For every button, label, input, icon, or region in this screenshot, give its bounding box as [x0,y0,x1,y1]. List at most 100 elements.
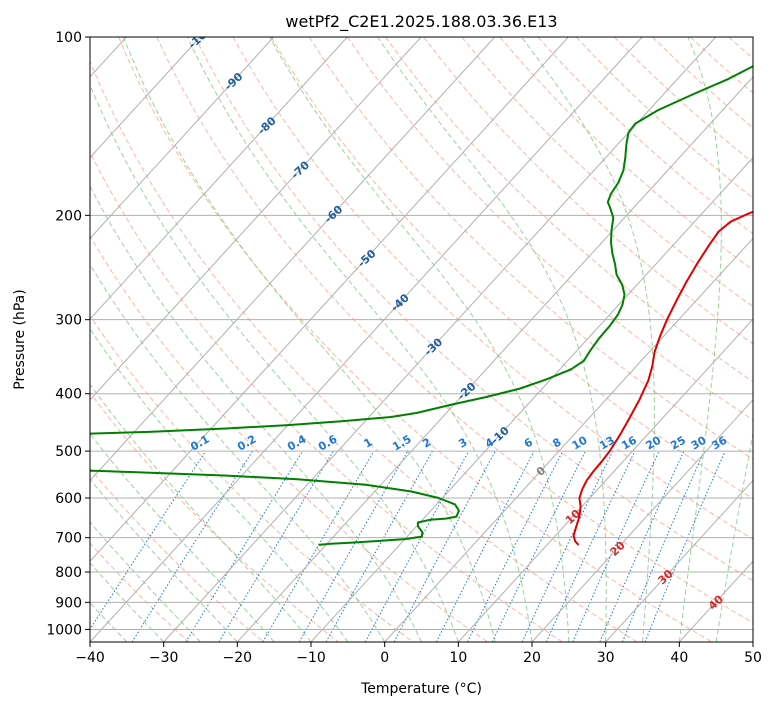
dry-adiabat [90,542,190,642]
mixing-ratio-label: 0.4 [285,432,309,453]
dry-adiabat [728,37,753,60]
mixing-ratio-label: 1 [362,436,375,451]
mixing-ratio-line [298,450,409,642]
mixing-ratio-label: 25 [668,434,688,453]
y-tick-label: 1000 [46,622,82,638]
dry-adiabat [156,37,753,624]
dry-adiabat [652,37,753,129]
series [90,65,753,546]
moist-adiabat [521,37,655,642]
isotherm-line [310,156,753,642]
isotherm-line [90,37,496,482]
mixing-ratio-line [572,450,660,642]
dry-adiabat [90,467,264,642]
mixing-ratio-line [218,450,334,642]
moist-adiabat [90,521,201,642]
isotherm-line [90,37,569,563]
mixing-ratio-label: 0.6 [316,432,340,453]
dry-adiabat [90,151,563,642]
y-tick-label: 800 [55,565,82,581]
mixing-ratio-line [131,450,254,642]
dry-adiabat [690,37,753,94]
background-lines [90,37,775,642]
mixing-ratio-line [325,450,433,642]
x-tick-label: 0 [380,650,389,666]
mixing-ratio-label: 2 [420,436,433,451]
dry-adiabat [537,37,753,235]
isotherm-line [531,399,753,642]
mixing-ratio-line [621,450,705,642]
x-tick-label: 20 [523,650,541,666]
moist-adiabat [186,37,533,642]
mixing-ratio-label: 0.2 [235,433,258,454]
mixing-ratio-line [393,450,496,642]
y-axis: 100 200 300 400 500 600 700 800 900 1000 [46,30,90,638]
mixing-ratio-line [545,450,636,642]
mixing-ratio-label: 30 [689,433,709,452]
dry-adiabat [767,37,775,642]
isotherm-line [90,37,275,240]
moist-adiabat [90,562,165,642]
x-tick-label: 10 [449,650,467,666]
dewpoint-profile [90,65,753,546]
x-tick-label: −40 [75,650,105,666]
mixing-ratio-line [262,450,375,642]
moist-adiabat [90,433,275,642]
chart-title: wetPf2_C2E1.2025.188.03.36.E13 [285,12,557,32]
moist-adiabat [715,430,753,642]
dry-adiabat [90,391,339,642]
dry-adiabat [461,37,753,308]
x-axis: −40 −30 −20 −10 0 10 20 30 40 50 [75,642,762,666]
moist-adiabat [90,83,459,642]
isotherm-line [384,237,753,642]
isotherm-line [90,37,422,401]
moist-adiabat [122,37,496,642]
isotherm-line [457,318,753,642]
mixing-ratio-line [491,450,586,642]
isotherm-line [605,479,753,642]
mixing-ratio-line [364,450,470,642]
isotherm-line [90,37,348,320]
x-tick-label: −20 [223,650,253,666]
mixing-ratio-line [185,450,304,642]
mixing-ratio-label: 3 [456,436,469,451]
moist-adiabat [90,327,349,642]
isotherm-line [163,37,717,642]
y-axis-label: Pressure (hPa) [12,289,28,389]
dry-adiabat [194,37,753,582]
moist-adiabat [269,37,570,642]
mixing-ratio-line [435,450,535,642]
moist-adiabat [90,185,422,642]
dry-adiabat [232,37,753,540]
x-tick-label: −10 [296,650,326,666]
x-axis-label: Temperature (°C) [360,681,482,697]
moist-adiabat [90,602,128,642]
mixing-ratio-label: 1.5 [390,433,413,454]
y-tick-label: 300 [55,313,82,329]
mixing-ratio-line [521,450,614,642]
y-tick-label: 200 [55,208,82,224]
mixing-ratio-line [644,450,726,642]
dry-adiabat [118,37,712,642]
temperature-profile [572,210,753,546]
dry-adiabat [270,37,753,500]
y-tick-label: 600 [55,491,82,507]
y-tick-label: 100 [55,30,82,46]
mixing-ratio-label: 36 [709,433,729,452]
mixing-ratio-label: 6 [522,435,535,450]
x-tick-label: 30 [597,650,615,666]
isotherm-line [752,641,753,642]
plot-frame [89,36,754,643]
y-tick-label: 900 [55,595,82,611]
isotherm-line [90,37,201,159]
moist-adiabat [377,37,607,642]
dry-adiabat [346,37,753,421]
isotherm-line [90,37,643,642]
x-tick-label: 50 [744,650,762,666]
x-tick-label: −30 [149,650,179,666]
mixing-ratio-line [467,450,564,642]
mixing-ratio-label: 16 [619,433,639,452]
dry-adiabat [423,37,753,345]
dry-adiabat [90,314,414,642]
